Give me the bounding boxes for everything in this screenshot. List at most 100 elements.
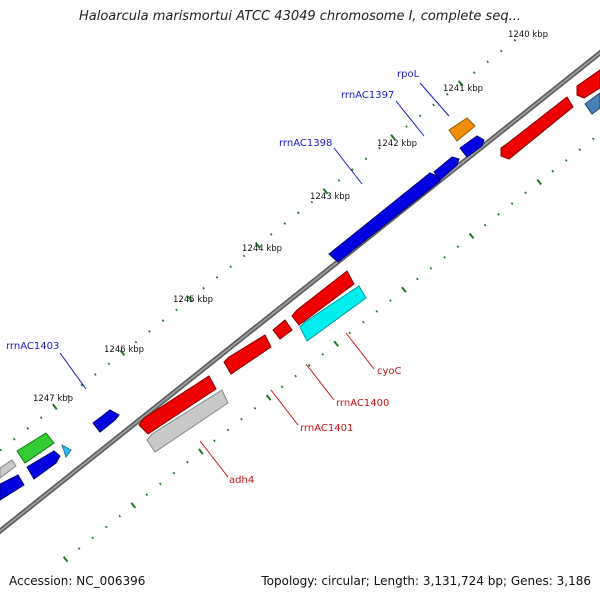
minor-tick [240, 417, 243, 421]
gene-label-rrnAC1397[interactable]: rrnAC1397 [341, 90, 394, 101]
minor-tick [361, 320, 365, 324]
gene-arrow-reverse[interactable] [576, 69, 600, 99]
minor-tick [405, 125, 408, 128]
gene-arrow-forward[interactable] [0, 459, 17, 479]
gene-label-rrnAC1400[interactable]: rrnAC1400 [336, 398, 389, 409]
kbp-label: 1244 kbp [242, 244, 282, 254]
minor-tick [564, 159, 568, 162]
gene-arrow-rrnAC1401[interactable] [223, 334, 272, 375]
forward-gene-labels: rpoL rrnAC1397 rrnAC1398 rrnAC1403 [6, 69, 420, 352]
kbp-label: 1245 kbp [173, 295, 213, 305]
minor-tick [226, 428, 230, 432]
major-tick [457, 80, 464, 87]
minor-tick [321, 353, 325, 356]
minor-tick [364, 157, 368, 161]
minor-tick [107, 362, 111, 366]
major-tick [468, 232, 475, 240]
gene-arrow-adh4[interactable] [146, 389, 229, 453]
major-tick [130, 502, 137, 509]
major-tick [333, 340, 339, 347]
gene-arrow-rrnAC1403[interactable] [92, 409, 120, 433]
major-tick [119, 349, 126, 357]
minor-tick [253, 407, 257, 410]
minor-tick [91, 536, 95, 540]
minor-tick [375, 309, 379, 313]
minor-tick [524, 191, 527, 195]
minor-tick [310, 200, 314, 204]
kbp-label: 1246 kbp [104, 345, 144, 355]
minor-tick [229, 265, 232, 269]
gene-arrow-rpoL[interactable] [448, 117, 476, 142]
minor-tick [161, 319, 165, 322]
minor-tick [145, 493, 149, 497]
minor-tick [348, 331, 352, 335]
minor-tick [486, 60, 490, 64]
minor-tick [202, 286, 205, 290]
minor-tick [172, 471, 176, 475]
gene-arrow-rrnAC1400[interactable] [272, 319, 293, 340]
minor-tick [416, 277, 419, 281]
forward-leader-lines [59, 82, 450, 390]
gene-arrow-forward[interactable] [61, 443, 72, 459]
gene-arrow-rrnAC1397[interactable] [433, 156, 460, 181]
minor-tick [296, 211, 300, 215]
minor-tick [513, 38, 517, 42]
minor-tick [134, 340, 138, 344]
minor-tick [551, 169, 555, 173]
minor-tick [175, 308, 178, 312]
minor-tick [483, 223, 487, 227]
minor-tick [80, 383, 84, 387]
gene-arrow-reverse[interactable] [584, 92, 600, 115]
gene-arrow-forward[interactable] [0, 474, 25, 501]
minor-tick [591, 137, 595, 141]
minor-tick [510, 202, 514, 205]
minor-tick [445, 92, 449, 96]
reverse-leader-lines [199, 332, 375, 478]
kbp-label: 1241 kbp [443, 84, 483, 94]
minor-tick [159, 482, 162, 486]
inner-tick-ring [62, 137, 595, 563]
major-tick [322, 188, 329, 195]
gene-arrow-rrnAC1398[interactable] [328, 172, 441, 263]
major-tick [198, 448, 204, 455]
outer-tick-ring [0, 38, 517, 452]
minor-tick [499, 49, 503, 53]
minor-tick [337, 179, 341, 182]
major-tick [265, 394, 272, 401]
minor-tick [294, 374, 297, 378]
major-tick [390, 134, 396, 141]
minor-tick [39, 416, 43, 420]
map-title: Haloarcula marismortui ATCC 43049 chromo… [79, 9, 521, 24]
major-tick [187, 295, 193, 303]
minor-tick [213, 439, 216, 443]
gene-arrow-forward[interactable] [459, 135, 485, 158]
minor-tick [12, 437, 16, 441]
minor-tick [148, 329, 151, 333]
minor-tick [215, 276, 219, 279]
gene-arrow-reverse[interactable] [291, 270, 355, 326]
genome-summary-text: Topology: circular; Length: 3,131,724 bp… [261, 574, 591, 588]
gene-label-rrnAC1403[interactable]: rrnAC1403 [6, 341, 59, 352]
minor-tick [186, 460, 189, 464]
gene-arrow-cyoC[interactable] [299, 285, 367, 342]
minor-tick [432, 103, 435, 107]
minor-tick [351, 168, 354, 172]
major-tick [401, 286, 407, 293]
minor-tick [66, 394, 70, 398]
gene-label-cyoC[interactable]: cyoC [377, 366, 402, 377]
gene-arrow-forward[interactable] [16, 432, 55, 464]
minor-tick [418, 114, 422, 118]
gene-label-rrnAC1398[interactable]: rrnAC1398 [279, 138, 332, 149]
forward-strand-genes [0, 117, 485, 501]
gene-arrow-forward[interactable] [26, 450, 61, 480]
kbp-label: 1243 kbp [310, 192, 350, 202]
gene-label-rpoL[interactable]: rpoL [397, 69, 420, 80]
minor-tick [269, 233, 273, 236]
gene-arrow-reverse[interactable] [138, 375, 217, 435]
minor-tick [118, 514, 122, 518]
gene-label-adh4[interactable]: adh4 [229, 475, 254, 486]
gene-label-rrnAC1401[interactable]: rrnAC1401 [300, 423, 353, 434]
gene-arrow-reverse[interactable] [500, 96, 574, 160]
minor-tick [104, 525, 108, 529]
minor-tick [77, 547, 81, 550]
